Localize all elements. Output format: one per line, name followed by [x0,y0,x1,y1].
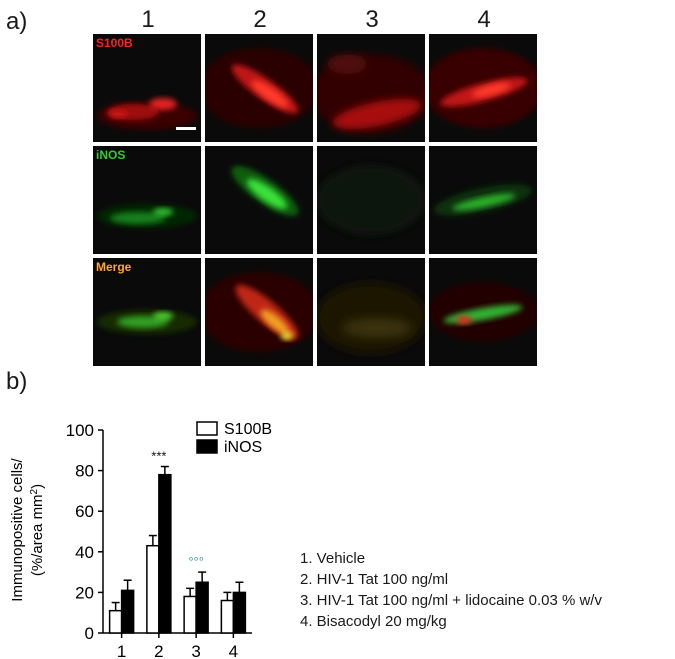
y-axis-label: Immunopositive cells/ (%/area mm2) [9,457,46,601]
row-label-merge: Merge [96,260,132,274]
y-tick-label-0: 0 [85,624,94,643]
y-tick-label-40: 40 [75,543,94,562]
y-tick-label-80: 80 [75,462,94,481]
bar-s100b-2 [146,544,160,634]
x-tick-label-2: 2 [154,642,163,659]
treatment-item-4: 4. Bisacodyl 20 mg/kg [300,613,447,630]
row-label-s100b: S100B [96,36,133,50]
bar-chart: Immunopositive cells/ (%/area mm2) 02040… [9,421,272,659]
bar-s100b-4 [220,599,235,634]
legend-swatch-s100b [196,421,218,436]
y-axis-label-close: ) [29,484,46,489]
chart-annotations: *** °°° [151,449,204,570]
bar-inos-1 [120,589,135,634]
bar-s100b-1 [108,609,123,634]
micrograph-inos-3 [317,146,425,254]
micrograph-s100b-4 [429,34,537,142]
column-number-4: 4 [477,6,491,33]
y-tick-label-60: 60 [75,502,94,521]
treatment-legend: 1. Vehicle 2. HIV-1 Tat 100 ng/ml 3. HIV… [300,548,602,632]
scale-bar [176,127,196,130]
chart-bars [108,465,247,634]
micrograph-s100b-1: S100B [93,34,201,142]
y-axis-label-line2: (%/area mm2) [29,484,46,576]
bar-s100b-3 [183,595,197,634]
x-tick-label-4: 4 [229,642,238,659]
y-tick-label-20: 20 [75,583,94,602]
micrograph-s100b-3 [317,34,425,142]
y-tick-label-100: 100 [66,421,94,440]
treatment-item-1: 1. Vehicle [300,550,366,567]
micrograph-merge-3 [317,258,425,366]
column-number-3: 3 [365,6,379,33]
bar-inos-3 [195,581,209,634]
panel-b-label: b) [6,368,28,395]
legend-label-inos: iNOS [224,439,262,456]
micrograph-merge-4 [429,258,537,366]
bar-inos-2 [158,473,172,634]
column-number-2: 2 [253,6,267,33]
micrograph-merge-1: Merge [93,258,201,366]
x-tick-label-1: 1 [117,642,126,659]
column-number-1: 1 [141,6,155,33]
annotation-3: °°° [188,554,204,569]
micrograph-s100b-2 [205,34,313,142]
annotation-2: *** [151,449,166,464]
treatment-item-3: 3. HIV-1 Tat 100 ng/ml + lidocaine 0.03 … [300,592,602,609]
y-axis-label-sup: 2 [29,488,40,494]
row-label-inos: iNOS [96,148,126,162]
y-axis-label-unit: (%/area mm [29,494,46,576]
legend-label-s100b: S100B [224,421,272,438]
panel-a-label: a) [6,8,28,35]
micrograph-merge-2 [205,258,313,366]
micrograph-inos-1: iNOS [93,146,201,254]
bar-inos-4 [232,591,247,634]
micrograph-inos-4 [429,146,537,254]
legend-swatch-inos [196,439,218,454]
treatment-item-2: 2. HIV-1 Tat 100 ng/ml [300,571,449,588]
y-axis-label-line1: Immunopositive cells/ [9,457,26,601]
x-tick-label-3: 3 [191,642,200,659]
micrograph-inos-2 [205,146,313,254]
